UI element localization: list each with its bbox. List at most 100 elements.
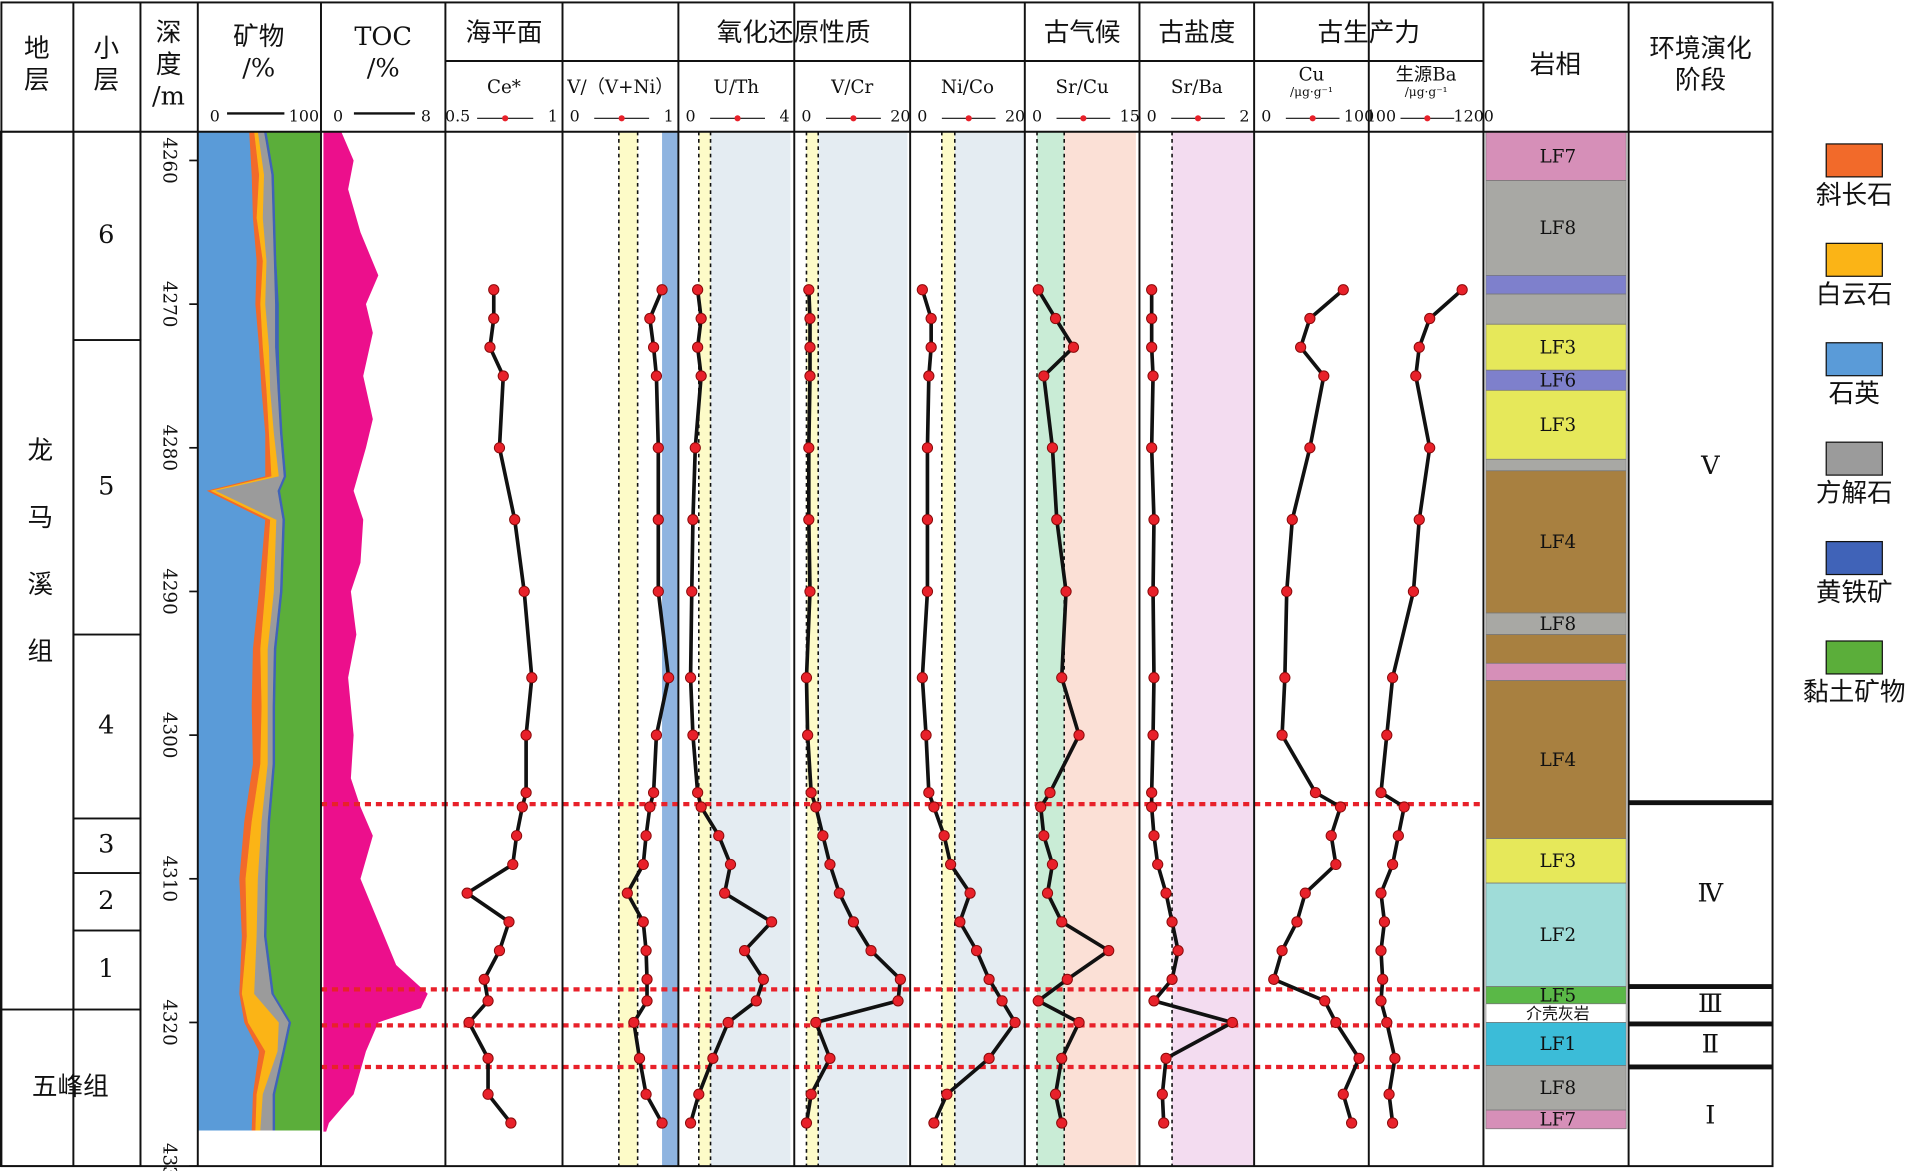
proxy-point [1158, 1117, 1170, 1129]
proxy-line [1379, 288, 1464, 1124]
proxy-point [1067, 341, 1080, 353]
proxy-point [804, 370, 816, 382]
legend-label: 黏土矿物 [1803, 677, 1905, 707]
column-header: 岩相 [1530, 50, 1581, 80]
legend-swatch [1825, 342, 1883, 377]
proxy-point [652, 514, 664, 526]
proxy-point [461, 887, 473, 899]
facies-label: LF8 [1540, 218, 1576, 239]
proxy-point [1032, 995, 1044, 1007]
proxy-point [1304, 442, 1316, 454]
x-tick-label: 100 [289, 107, 319, 126]
proxy-point [804, 312, 816, 325]
band [1172, 131, 1254, 1167]
proxy-point [1160, 887, 1172, 899]
column-header: 度 [156, 50, 182, 80]
proxy-point [684, 672, 697, 684]
proxy-line [1271, 288, 1361, 1124]
proxy-point [1147, 370, 1159, 382]
proxy-point [804, 585, 816, 598]
proxy-point [719, 887, 731, 899]
proxy-point [628, 1016, 640, 1029]
proxy-point [1330, 858, 1342, 871]
proxy-point [810, 801, 822, 813]
layer-label: 2 [98, 886, 114, 916]
proxy-point [803, 284, 815, 296]
panel-title: V/Cr [830, 77, 873, 98]
proxy-point [1387, 1117, 1399, 1129]
proxy-point [1309, 786, 1322, 799]
formation-label: 龙马溪组 [23, 436, 53, 705]
proxy-line [1149, 289, 1235, 1124]
proxy-point [478, 973, 490, 985]
scale-dot [502, 115, 509, 122]
proxy-point [687, 514, 699, 526]
proxy-point [503, 916, 515, 928]
proxy-point [687, 729, 699, 741]
proxy-point [647, 341, 660, 353]
proxy-point [692, 786, 704, 799]
proxy-point [1334, 801, 1347, 813]
layer-label: 5 [98, 471, 114, 501]
proxy-point [482, 1052, 494, 1064]
proxy-point [1413, 341, 1425, 353]
proxy-point [847, 916, 860, 928]
column-header: TOC [354, 22, 412, 52]
proxy-point [1424, 312, 1436, 325]
facies-unit [1485, 180, 1627, 276]
panel-title: 生源Ba [1396, 65, 1457, 86]
x-tick-label: 0 [333, 107, 343, 126]
x-tick-label: 0 [686, 107, 696, 126]
proxy-point [1044, 786, 1056, 799]
proxy-point [1051, 514, 1063, 526]
proxy-point [518, 585, 530, 598]
proxy-point [640, 830, 652, 842]
proxy-point [1166, 916, 1178, 928]
proxy-point [1378, 916, 1391, 928]
stage-label: Ⅱ [1702, 1029, 1719, 1059]
legend-label: 石英 [1829, 379, 1880, 409]
band [1064, 131, 1136, 1167]
proxy-point [1276, 729, 1288, 741]
proxy-point [804, 341, 816, 353]
column-header: /% [242, 54, 275, 84]
x-tick-label: 0 [210, 107, 220, 126]
proxy-point [1035, 801, 1047, 813]
proxy-point [894, 973, 907, 985]
proxy-point [1276, 945, 1288, 957]
facies-unit [1485, 293, 1627, 325]
proxy-point [652, 442, 664, 454]
proxy-point [695, 801, 707, 813]
x-tick-label: 8 [421, 107, 431, 126]
scale-dot [1424, 115, 1431, 122]
y-tick-label: 4260 [159, 137, 180, 184]
proxy-point [800, 672, 813, 684]
proxy-point [1279, 672, 1291, 684]
proxy-point [765, 916, 778, 928]
proxy-point [1304, 312, 1316, 325]
stage-label: Ⅳ [1698, 879, 1724, 909]
panel-title: /μg·g⁻¹ [1290, 85, 1333, 99]
proxy-point [520, 729, 532, 741]
proxy-point [482, 1088, 494, 1100]
stage-label: Ⅴ [1700, 451, 1720, 481]
column-header: 矿物 [233, 22, 284, 52]
proxy-point [1147, 585, 1159, 598]
stage-label: Ⅰ [1705, 1101, 1715, 1131]
proxy-point [824, 1052, 836, 1064]
proxy-point [1172, 945, 1184, 957]
x-tick-label: 0 [1147, 107, 1157, 126]
proxy-point [689, 442, 701, 454]
proxy-point [983, 1052, 995, 1064]
proxy-point [644, 801, 656, 813]
y-tick-label: 4330 [159, 1143, 180, 1171]
proxy-point [925, 312, 937, 325]
proxy-point [488, 312, 500, 325]
column-header: 层 [24, 66, 50, 96]
proxy-point [1299, 887, 1311, 899]
proxy-point [941, 1088, 953, 1100]
proxy-point [695, 370, 707, 382]
proxy-point [1148, 672, 1160, 684]
facies-label: LF4 [1540, 532, 1576, 553]
scale-dot [618, 115, 625, 122]
